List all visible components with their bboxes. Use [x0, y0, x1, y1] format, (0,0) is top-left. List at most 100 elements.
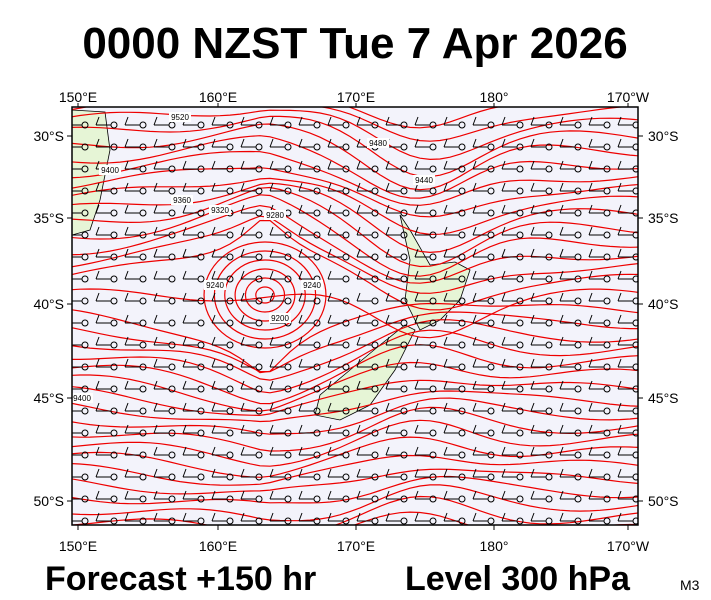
wind-barb — [501, 490, 506, 500]
contour-label: 9280 — [266, 211, 284, 220]
wind-barb — [298, 182, 303, 192]
wind-barb — [95, 292, 100, 302]
wind-barb — [211, 336, 216, 346]
wind-barb — [617, 402, 622, 412]
wind-barb — [211, 314, 216, 324]
top-label: 180° — [480, 89, 509, 105]
contour — [347, 107, 501, 129]
wind-barb — [472, 160, 477, 170]
wind-barb — [240, 248, 245, 258]
contour — [72, 419, 638, 467]
wind-barb — [356, 512, 361, 522]
wind-barb — [385, 292, 390, 302]
wind-barb — [414, 292, 419, 302]
contour — [72, 115, 638, 178]
wind-barb — [153, 138, 158, 148]
wind-barb — [124, 182, 129, 192]
wind-barb — [182, 138, 187, 148]
wind-barb — [124, 402, 129, 412]
wind-barb — [95, 490, 100, 500]
wind-barb — [124, 248, 129, 258]
wind-barb — [153, 204, 158, 214]
wind-barb — [588, 512, 593, 522]
wind-barb — [269, 226, 274, 236]
contour — [72, 107, 628, 142]
wind-barb — [472, 182, 477, 192]
contour — [72, 397, 638, 435]
contour-label-bg — [99, 165, 121, 175]
wind-barb — [67, 293, 70, 301]
wind-barb — [327, 182, 332, 192]
wind-barb — [414, 512, 419, 522]
wind-barb — [95, 138, 100, 148]
contour — [72, 135, 638, 199]
wind-barb — [95, 248, 100, 258]
wind-barb — [240, 358, 245, 368]
wind-barb — [588, 248, 593, 258]
wind-barb — [617, 204, 622, 214]
wind-barb — [617, 358, 622, 368]
wind-barb — [472, 226, 477, 236]
wind-barb — [182, 160, 187, 170]
wind-barb — [588, 204, 593, 214]
contour — [72, 302, 638, 374]
wind-barb — [501, 446, 506, 456]
wind-barb — [530, 204, 535, 214]
wind-barb — [240, 468, 245, 478]
wind-barb — [530, 138, 535, 148]
wind-barb — [298, 270, 303, 280]
wind-barb — [298, 468, 303, 478]
wind-barb — [501, 424, 506, 434]
wind-barb — [95, 226, 100, 236]
wind-barb — [356, 424, 361, 434]
wind-barb — [588, 490, 593, 500]
wind-barb — [356, 270, 361, 280]
contour — [224, 259, 306, 331]
wind-barb — [327, 292, 332, 302]
wind-barb — [501, 468, 506, 478]
wind-barb — [472, 314, 477, 324]
wind-barb — [385, 446, 390, 456]
wind-barb — [182, 468, 187, 478]
wind-barb — [559, 424, 564, 434]
wind-barb — [211, 116, 216, 126]
wind-barb — [617, 160, 622, 170]
wind-barb — [559, 160, 564, 170]
wind-barb — [385, 336, 390, 346]
wind-barb — [588, 116, 593, 126]
contour — [72, 361, 638, 412]
wind-barb — [298, 204, 303, 214]
level: Level 300 hPa — [405, 560, 631, 598]
wind-barb — [327, 424, 332, 434]
contour-label-bg — [204, 280, 226, 290]
wind-barb — [559, 270, 564, 280]
wind-barb — [356, 160, 361, 170]
wind-barb — [559, 490, 564, 500]
wind-barb — [385, 512, 390, 522]
wind-barb — [356, 138, 361, 148]
wind-barb — [298, 248, 303, 258]
wind-barb — [211, 358, 216, 368]
wind-barb — [385, 270, 390, 280]
contour-label: 9240 — [303, 281, 321, 290]
wind-barb — [617, 292, 622, 302]
contour-label: 9360 — [173, 196, 191, 205]
wind-barb — [472, 248, 477, 258]
wind-barb — [472, 116, 477, 126]
wind-barb — [501, 160, 506, 170]
wind-barb — [95, 358, 100, 368]
wind-barb — [530, 248, 535, 258]
wind-barb — [414, 446, 419, 456]
contour — [72, 468, 638, 495]
wind-barb — [356, 380, 361, 390]
contour — [72, 150, 638, 206]
wind-barb — [95, 424, 100, 434]
wind-barb — [530, 336, 535, 346]
wind-barb — [414, 270, 419, 280]
wind-barb — [385, 402, 390, 412]
wind-barb — [356, 336, 361, 346]
wind-barb — [95, 336, 100, 346]
wind-barb — [124, 292, 129, 302]
wind-barb — [124, 314, 129, 324]
contour-label: 9400 — [73, 394, 91, 403]
